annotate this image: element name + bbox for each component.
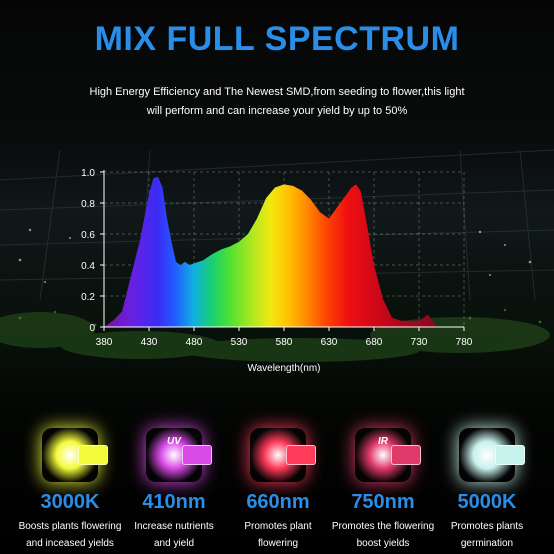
led-chip-die — [495, 445, 525, 465]
x-tick-label: 580 — [276, 337, 293, 348]
led-chip-die — [78, 445, 108, 465]
feature-description-line-2: and yield — [153, 538, 195, 549]
feature-description-line-2: germination — [460, 538, 514, 549]
feature-value: 410nm — [142, 491, 206, 513]
feature-description-line-1: Promotes plants — [450, 521, 524, 532]
page-title: MIX FULL SPECTRUM — [94, 20, 460, 58]
led-chip-die — [391, 445, 421, 465]
feature-description: Promotes plants germination — [427, 518, 547, 552]
chip-label: IR — [378, 436, 388, 447]
y-tick-label: 0.2 — [81, 292, 95, 303]
led-chip-icon: IR — [355, 428, 421, 482]
x-tick-label: 780 — [456, 337, 473, 348]
led-chip-icon — [459, 428, 525, 482]
x-tick-label: 430 — [141, 337, 158, 348]
led-chip-icon — [250, 428, 316, 482]
feature-value: 660nm — [246, 491, 310, 513]
feature-value: 5000K — [457, 491, 517, 513]
feature-description-line-1: Promotes the flowering — [331, 521, 435, 532]
feature-description: Promotes plant flowering — [218, 518, 338, 552]
y-tick-label: 0.6 — [81, 230, 95, 241]
feature-value: 3000K — [40, 491, 100, 513]
x-tick-label: 730 — [411, 337, 428, 348]
feature-description: Promotes the flowering boost yields — [323, 518, 443, 552]
subtitle-line-1: High Energy Efficiency and The Newest SM… — [89, 86, 465, 98]
led-chip-icon — [42, 428, 108, 482]
feature-description-line-1: Promotes plant — [244, 521, 312, 532]
chip-label: UV — [167, 436, 181, 447]
x-tick-label: 480 — [186, 337, 203, 348]
subtitle-line-2: will perform and can increase your yield… — [146, 105, 408, 117]
feature-description: Increase nutrients and yield — [114, 518, 234, 552]
x-tick-label: 380 — [96, 337, 113, 348]
led-chip-icon: UV — [146, 428, 212, 482]
feature-description: Boosts plants flowering and inceased yiel… — [10, 518, 130, 552]
feature-description-line-1: Boosts plants flowering — [18, 521, 122, 532]
feature-value: 750nm — [351, 491, 415, 513]
y-tick-label: 1.0 — [81, 168, 95, 179]
y-tick-label: 0 — [89, 323, 95, 334]
x-tick-label: 680 — [366, 337, 383, 348]
y-tick-label: 0.4 — [81, 261, 95, 272]
led-chip-die — [182, 445, 212, 465]
x-tick-label: 630 — [321, 337, 338, 348]
x-tick-label: 530 — [231, 337, 248, 348]
feature-description-line-2: and inceased yields — [26, 538, 114, 549]
y-tick-label: 0.8 — [81, 199, 95, 210]
led-chip-die — [286, 445, 316, 465]
feature-description-line-1: Increase nutrients — [134, 521, 214, 532]
x-axis-label: Wavelength(nm) — [248, 363, 321, 374]
spectrum-area — [104, 176, 437, 327]
feature-description-line-2: boost yields — [356, 538, 410, 549]
feature-description-line-2: flowering — [257, 538, 299, 549]
